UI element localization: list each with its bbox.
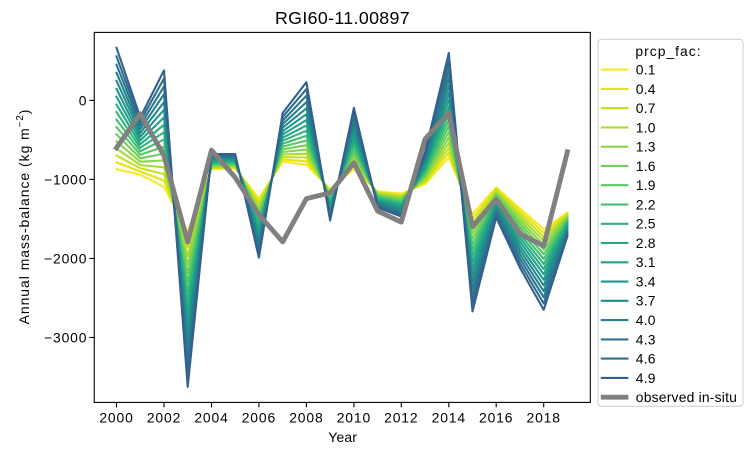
svg-text:2008: 2008 <box>289 409 323 425</box>
svg-text:2014: 2014 <box>432 409 466 425</box>
svg-text:prcp_fac:: prcp_fac: <box>635 43 701 59</box>
svg-text:0.1: 0.1 <box>636 62 656 78</box>
svg-text:−3000: −3000 <box>44 329 87 345</box>
svg-text:0.7: 0.7 <box>636 100 656 116</box>
svg-text:2012: 2012 <box>384 409 418 425</box>
svg-text:1.0: 1.0 <box>636 119 656 135</box>
svg-text:2002: 2002 <box>147 409 181 425</box>
svg-text:2004: 2004 <box>194 409 228 425</box>
svg-text:3.7: 3.7 <box>636 293 656 309</box>
svg-text:2.2: 2.2 <box>636 196 656 212</box>
svg-text:2010: 2010 <box>337 409 371 425</box>
svg-text:2000: 2000 <box>99 409 133 425</box>
svg-text:0.4: 0.4 <box>636 81 656 97</box>
svg-text:−1000: −1000 <box>44 171 87 187</box>
svg-text:observed in-situ: observed in-situ <box>636 389 737 405</box>
svg-text:3.4: 3.4 <box>636 274 656 290</box>
svg-text:1.9: 1.9 <box>636 177 656 193</box>
svg-text:Annual mass-balance (kg m−2): Annual mass-balance (kg m−2) <box>15 109 32 325</box>
svg-text:3.1: 3.1 <box>636 254 656 270</box>
svg-text:2.8: 2.8 <box>636 235 656 251</box>
svg-text:4.3: 4.3 <box>636 331 656 347</box>
svg-text:RGI60-11.00897: RGI60-11.00897 <box>275 8 410 28</box>
svg-text:1.6: 1.6 <box>636 158 656 174</box>
svg-text:Year: Year <box>328 429 357 445</box>
svg-text:2018: 2018 <box>527 409 561 425</box>
svg-text:0: 0 <box>79 92 88 108</box>
svg-text:2.5: 2.5 <box>636 216 656 232</box>
svg-text:4.9: 4.9 <box>636 370 656 386</box>
svg-text:1.3: 1.3 <box>636 139 656 155</box>
svg-text:4.6: 4.6 <box>636 351 656 367</box>
svg-text:−2000: −2000 <box>44 250 87 266</box>
svg-text:2006: 2006 <box>242 409 276 425</box>
svg-text:2016: 2016 <box>479 409 513 425</box>
svg-text:4.0: 4.0 <box>636 312 656 328</box>
